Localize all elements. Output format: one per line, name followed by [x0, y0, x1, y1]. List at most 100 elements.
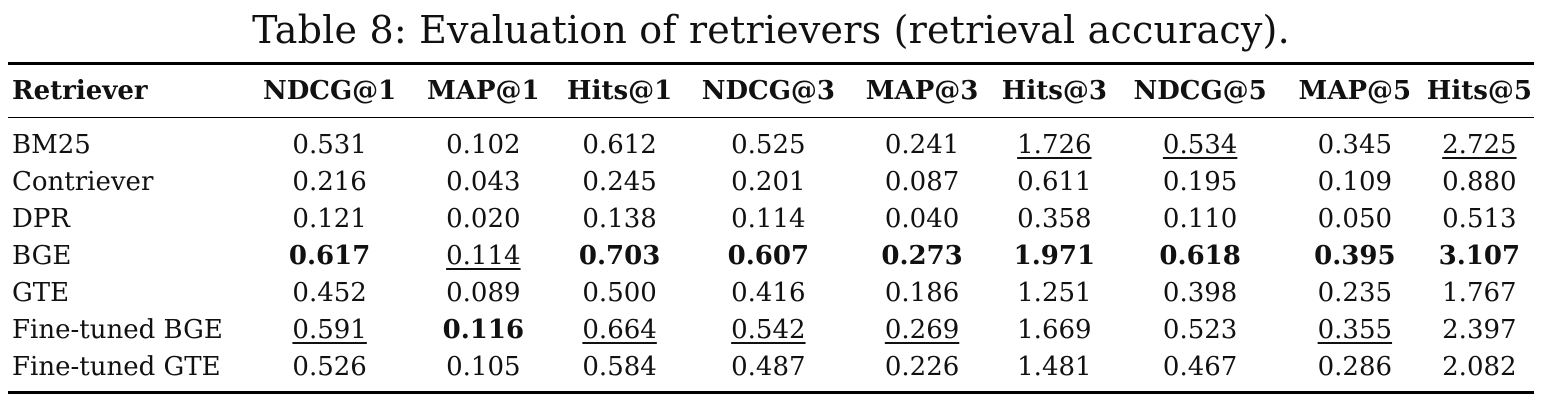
cell-value: 0.618: [1159, 240, 1241, 271]
table-cell: 3.107: [1425, 237, 1534, 274]
table-cell: 0.226: [851, 348, 994, 393]
table-cell: 0.186: [851, 274, 994, 311]
table-cell: 0.355: [1285, 311, 1425, 348]
cell-value: 0.358: [1017, 203, 1092, 234]
table-caption: Table 8: Evaluation of retrievers (retri…: [252, 8, 1290, 52]
cell-value: 0.195: [1162, 166, 1238, 197]
table-cell: 0.089: [413, 274, 553, 311]
cell-value: 0.050: [1317, 203, 1393, 234]
cell-value: 0.452: [292, 277, 367, 308]
table-cell: 0.087: [851, 163, 994, 200]
table-row: BM25 0.531 0.102 0.612 0.525 0.241 1.726 0.534 0…: [8, 118, 1534, 164]
cell-value: 0.040: [884, 203, 960, 234]
cell-value: 0.703: [578, 240, 661, 271]
table-cell: 0.216: [246, 163, 414, 200]
retriever-name: Fine-tuned GTE: [12, 351, 221, 382]
cell-value: 0.345: [1317, 129, 1393, 160]
table-cell: 0.591: [246, 311, 414, 348]
table-cell: 0.703: [553, 237, 686, 274]
column-header: MAP@5: [1298, 76, 1412, 106]
table-cell: 0.526: [246, 348, 414, 393]
table-row: DPR 0.121 0.020 0.138 0.114 0.040 0.358 0.110 0.…: [8, 200, 1534, 237]
table-cell: 1.669: [993, 311, 1115, 348]
cell-value: 0.114: [731, 203, 806, 234]
column-header: MAP@3: [865, 76, 979, 106]
table-cell: 0.269: [851, 311, 994, 348]
cell-value: 0.110: [1162, 203, 1238, 234]
table-cell: 0.487: [686, 348, 851, 393]
cell-value: 0.611: [1017, 166, 1092, 197]
column-header: MAP@1: [427, 76, 540, 106]
table-cell: 0.617: [246, 237, 414, 274]
table-cell: 0.114: [413, 237, 553, 274]
table-cell: 0.201: [686, 163, 851, 200]
cell-value: 2.725: [1442, 129, 1517, 160]
table-cell: 0.050: [1285, 200, 1425, 237]
table-row: Fine-tuned GTE 0.526 0.105 0.584 0.487 0.226 1…: [8, 348, 1534, 393]
cell-value: 1.767: [1442, 277, 1517, 308]
table-row: GTE 0.452 0.089 0.500 0.416 0.186 1.251 0.398 0.…: [8, 274, 1534, 311]
table-cell: 0.542: [686, 311, 851, 348]
cell-value: 0.043: [446, 166, 521, 197]
column-header: Hits@3: [1001, 76, 1107, 106]
cell-value: 0.584: [582, 351, 657, 382]
table-cell: 0.102: [413, 118, 553, 164]
table-row: Fine-tuned BGE 0.591 0.116 0.664 0.542 0.269 1…: [8, 311, 1534, 348]
cell-value: 0.020: [446, 203, 521, 234]
cell-value: 1.971: [1013, 240, 1096, 271]
cell-value: 0.664: [582, 314, 657, 345]
cell-value: 0.542: [731, 314, 806, 345]
table-cell: 0.500: [553, 274, 686, 311]
table-cell: 1.726: [993, 118, 1115, 164]
column-header: NDCG@3: [701, 76, 835, 106]
retriever-name: Fine-tuned BGE: [12, 314, 223, 345]
table-cell: 0.116: [413, 311, 553, 348]
cell-value: 0.395: [1314, 240, 1396, 271]
cell-value: 0.235: [1317, 277, 1393, 308]
cell-value: 0.105: [446, 351, 521, 382]
column-header: NDCG@5: [1133, 76, 1267, 106]
cell-value: 0.241: [884, 129, 960, 160]
cell-value: 2.397: [1442, 314, 1517, 345]
cell-value: 0.612: [582, 129, 657, 160]
retriever-table: Retriever NDCG@1 MAP@1 Hits@1 NDCG@3 MAP…: [8, 62, 1534, 394]
column-header: Hits@1: [567, 76, 673, 106]
cell-value: 0.880: [1442, 166, 1517, 197]
table-cell: 0.880: [1425, 163, 1534, 200]
cell-value: 0.087: [884, 166, 960, 197]
cell-value: 0.109: [1317, 166, 1393, 197]
cell-value: 1.669: [1017, 314, 1092, 345]
table-cell: 0.273: [851, 237, 994, 274]
cell-value: 0.487: [731, 351, 806, 382]
cell-value: 0.186: [884, 277, 960, 308]
table-cell: 0.105: [413, 348, 553, 393]
table-cell: 0.043: [413, 163, 553, 200]
cell-value: 0.216: [292, 166, 367, 197]
cell-value: 0.201: [731, 166, 806, 197]
retriever-name: BGE: [12, 240, 72, 271]
column-header: Hits@5: [1426, 76, 1532, 106]
cell-value: 0.534: [1162, 129, 1238, 160]
table-cell: 0.452: [246, 274, 414, 311]
retriever-name: Contriever: [12, 166, 154, 197]
table-cell: 0.525: [686, 118, 851, 164]
cell-value: 2.082: [1442, 351, 1517, 382]
cell-value: 0.513: [1442, 203, 1517, 234]
table-cell: 0.109: [1285, 163, 1425, 200]
table-cell: 2.397: [1425, 311, 1534, 348]
table-cell: 0.138: [553, 200, 686, 237]
cell-value: 0.355: [1317, 314, 1393, 345]
table-cell: 0.195: [1115, 163, 1285, 200]
column-header: NDCG@1: [262, 76, 397, 106]
table-cell: 1.971: [993, 237, 1115, 274]
table-cell: 0.531: [246, 118, 414, 164]
cell-value: 0.607: [727, 240, 810, 271]
table-cell: 1.767: [1425, 274, 1534, 311]
table-cell: 0.286: [1285, 348, 1425, 393]
table-cell: 0.398: [1115, 274, 1285, 311]
cell-value: 0.269: [884, 314, 960, 345]
cell-value: 0.531: [292, 129, 367, 160]
column-header: Retriever: [12, 76, 148, 106]
retriever-name: BM25: [12, 129, 91, 160]
table-cell: 0.114: [686, 200, 851, 237]
